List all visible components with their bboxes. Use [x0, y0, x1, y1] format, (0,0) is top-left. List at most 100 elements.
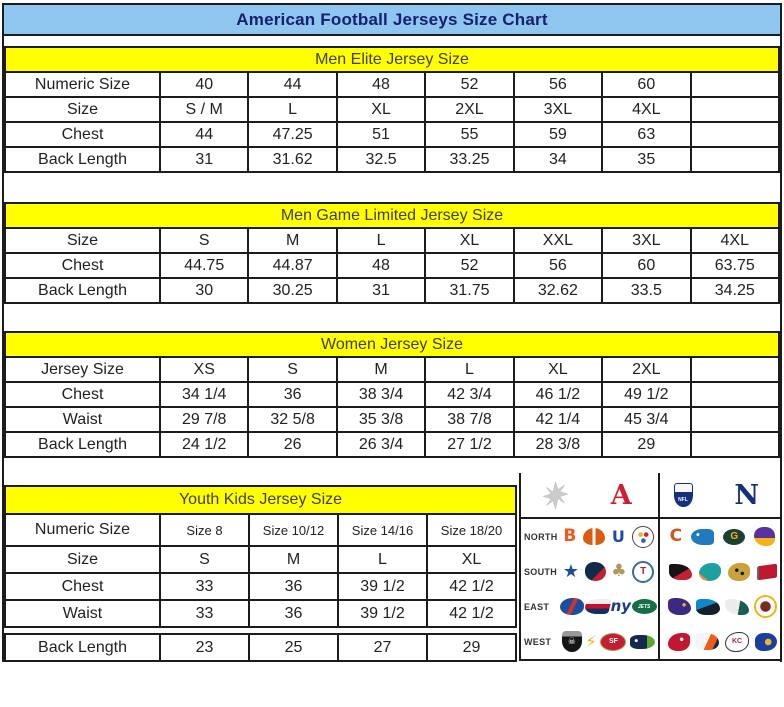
table-cell [689, 123, 778, 146]
row-label-cell: Size [66, 100, 99, 118]
table-cell: 32.5 [335, 148, 424, 171]
steelers-logo-icon [631, 525, 654, 548]
table-cell: 36 [248, 601, 337, 626]
table-cell: L [247, 98, 335, 121]
afc-team-group: ny JETS [560, 598, 657, 615]
vikings-logo-icon [754, 527, 776, 546]
row-label-cell: Back Length [38, 638, 127, 656]
table-cell: 31 [159, 148, 247, 171]
afc-team-group: ★ ♣ T [560, 560, 657, 583]
table-cell: 52 [424, 73, 512, 96]
size-grid: Numeric Size 40 44 48 52 56 60 Size S / M L XL 2XL 3… [4, 73, 780, 173]
table-row: Chest 33 36 39 1/2 42 1/2 [6, 572, 515, 599]
women-section-heading: Women Jersey Size [4, 331, 780, 358]
table-cell: 29 [601, 433, 689, 456]
table-cell: 44.75 [159, 254, 247, 277]
table-cell: 33 [159, 601, 248, 626]
seahawks-logo-icon [630, 634, 656, 649]
titans-logo-icon: T [632, 560, 655, 583]
conference-divider-line [658, 473, 660, 659]
table-cell: S / M [159, 98, 247, 121]
texans-logo-icon [584, 562, 606, 581]
bottom-section: Youth Kids Jersey Size Numeric Size Size 8… [4, 473, 780, 662]
lions-logo-icon [691, 528, 715, 545]
table-cell: 63.75 [689, 254, 778, 277]
table-cell: S [159, 229, 247, 252]
bears-logo-icon: C [669, 526, 683, 546]
nfl-division-logos-panel: A NFL N NORTH B U C G SOUTH ★ ♣ T EAST ny JETS WEST ☠… [519, 473, 780, 661]
table-cell: Size 18/20 [426, 515, 515, 545]
table-cell: 26 [247, 433, 335, 456]
chiefs-logo-icon: KC [725, 631, 749, 652]
table-cell: S [247, 358, 335, 381]
eagles-logo-icon [725, 598, 750, 615]
afc-team-group: ☠ ⚡ SF [560, 631, 657, 652]
table-cell: 55 [424, 123, 512, 146]
table-cell: 34 [512, 148, 601, 171]
table-cell: 4XL [689, 229, 778, 252]
division-label: WEST [524, 636, 552, 647]
table-cell: 27 [337, 635, 426, 660]
table-cell: 23 [159, 635, 248, 660]
table-cell: 56 [512, 254, 601, 277]
table-cell: 48 [335, 73, 424, 96]
table-cell: 2XL [601, 358, 689, 381]
table-cell: 45 3/4 [601, 408, 689, 431]
table-cell: 31 [335, 279, 424, 302]
table-cell [689, 383, 778, 406]
table-row: Numeric Size 40 44 48 52 56 60 [6, 73, 778, 96]
table-cell: L [337, 547, 426, 572]
table-cell: 30.25 [247, 279, 335, 302]
broncos-logo-icon [696, 633, 719, 650]
table-cell: XS [159, 358, 247, 381]
table-cell: S [159, 547, 248, 572]
table-cell: 35 3/8 [335, 408, 424, 431]
row-label-cell: Size [66, 550, 99, 568]
division-row-west: WEST ☠ ⚡ SF KC [521, 624, 780, 659]
row-label-cell: Chest [61, 125, 104, 143]
rams-logo-icon [755, 632, 777, 651]
table-cell: Size 8 [159, 515, 248, 545]
browns-logo-icon [583, 528, 606, 545]
row-label-cell: Size [66, 231, 99, 249]
table-cell: 60 [601, 73, 689, 96]
table-row: Chest 34 1/4 36 38 3/4 42 3/4 46 1/2 49 1/2 [6, 381, 778, 406]
row-label-cell: Chest [61, 256, 104, 274]
men-game-limited-size-table: Men Game Limited Jersey Size Size S M L XL XXL… [4, 202, 780, 304]
cowboys-logo-icon: ★ [562, 560, 579, 582]
cardinals-logo-icon [668, 632, 690, 651]
table-cell: 46 1/2 [512, 383, 601, 406]
table-cell: 33.25 [424, 148, 512, 171]
table-row: Waist 33 36 39 1/2 42 1/2 [6, 599, 515, 626]
size-grid: Size S M L XL XXL 3XL 4XL Chest 44.75 44.87 48 52 56 6… [4, 229, 780, 304]
table-cell: 42 1/2 [426, 601, 515, 626]
jets-logo-icon: JETS [631, 599, 657, 614]
nfc-logo-icon: N [734, 479, 760, 511]
table-cell: 3XL [601, 229, 689, 252]
row-label-cell: Back Length [38, 281, 127, 299]
division-rows: NORTH B U C G SOUTH ★ ♣ T EAST ny JETS WEST ☠ ⚡ SF KC [521, 519, 780, 659]
table-cell: 39 1/2 [337, 574, 426, 599]
patriots-logo-icon [583, 599, 612, 614]
table-cell: L [424, 358, 512, 381]
table-cell: M [247, 229, 335, 252]
nfc-team-group: KC [657, 631, 780, 652]
table-cell: XL [512, 358, 601, 381]
table-cell: 29 [426, 635, 515, 660]
row-label-cell: Chest [61, 577, 104, 595]
raiders-logo-icon: ☠ [561, 631, 582, 652]
row-label-cell: Numeric Size [34, 521, 131, 538]
table-cell: 35 [601, 148, 689, 171]
bengals-logo-icon: B [563, 526, 577, 546]
table-cell: 25 [248, 635, 337, 660]
table-cell: 39 1/2 [337, 601, 426, 626]
table-row: Waist 29 7/8 32 5/8 35 3/8 38 7/8 42 1/4 45 3/… [6, 406, 778, 431]
table-cell: 48 [335, 254, 424, 277]
table-cell: 33.5 [601, 279, 689, 302]
table-row: Size S M L XL [6, 545, 515, 572]
table-row: Chest 44.75 44.87 48 52 56 60 63.75 [6, 252, 778, 277]
redskins-logo-icon [754, 595, 778, 618]
division-label: EAST [524, 601, 550, 612]
table-cell: Size 10/12 [248, 515, 337, 545]
